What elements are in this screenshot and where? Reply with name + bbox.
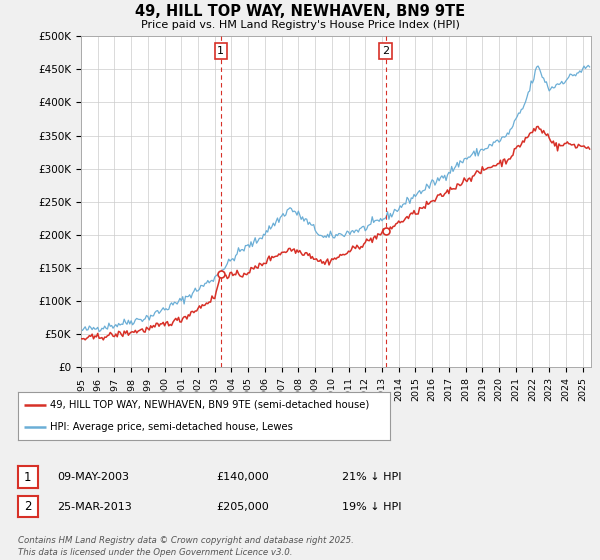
Text: 2: 2: [24, 500, 32, 514]
Text: HPI: Average price, semi-detached house, Lewes: HPI: Average price, semi-detached house,…: [50, 422, 292, 432]
Text: 09-MAY-2003: 09-MAY-2003: [57, 472, 129, 482]
Text: 49, HILL TOP WAY, NEWHAVEN, BN9 9TE (semi-detached house): 49, HILL TOP WAY, NEWHAVEN, BN9 9TE (sem…: [50, 400, 369, 410]
Text: 1: 1: [24, 470, 32, 484]
Text: 1: 1: [217, 46, 224, 56]
Text: Contains HM Land Registry data © Crown copyright and database right 2025.
This d: Contains HM Land Registry data © Crown c…: [18, 536, 354, 557]
Text: 19% ↓ HPI: 19% ↓ HPI: [342, 502, 401, 512]
Text: 49, HILL TOP WAY, NEWHAVEN, BN9 9TE: 49, HILL TOP WAY, NEWHAVEN, BN9 9TE: [135, 4, 465, 19]
Text: £205,000: £205,000: [216, 502, 269, 512]
Text: 2: 2: [382, 46, 389, 56]
Text: Price paid vs. HM Land Registry's House Price Index (HPI): Price paid vs. HM Land Registry's House …: [140, 20, 460, 30]
Text: 25-MAR-2013: 25-MAR-2013: [57, 502, 132, 512]
Text: 21% ↓ HPI: 21% ↓ HPI: [342, 472, 401, 482]
Text: £140,000: £140,000: [216, 472, 269, 482]
